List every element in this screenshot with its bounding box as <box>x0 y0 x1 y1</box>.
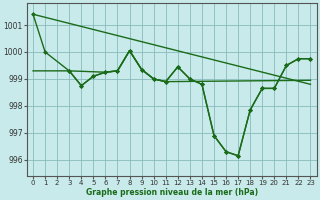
X-axis label: Graphe pression niveau de la mer (hPa): Graphe pression niveau de la mer (hPa) <box>86 188 258 197</box>
